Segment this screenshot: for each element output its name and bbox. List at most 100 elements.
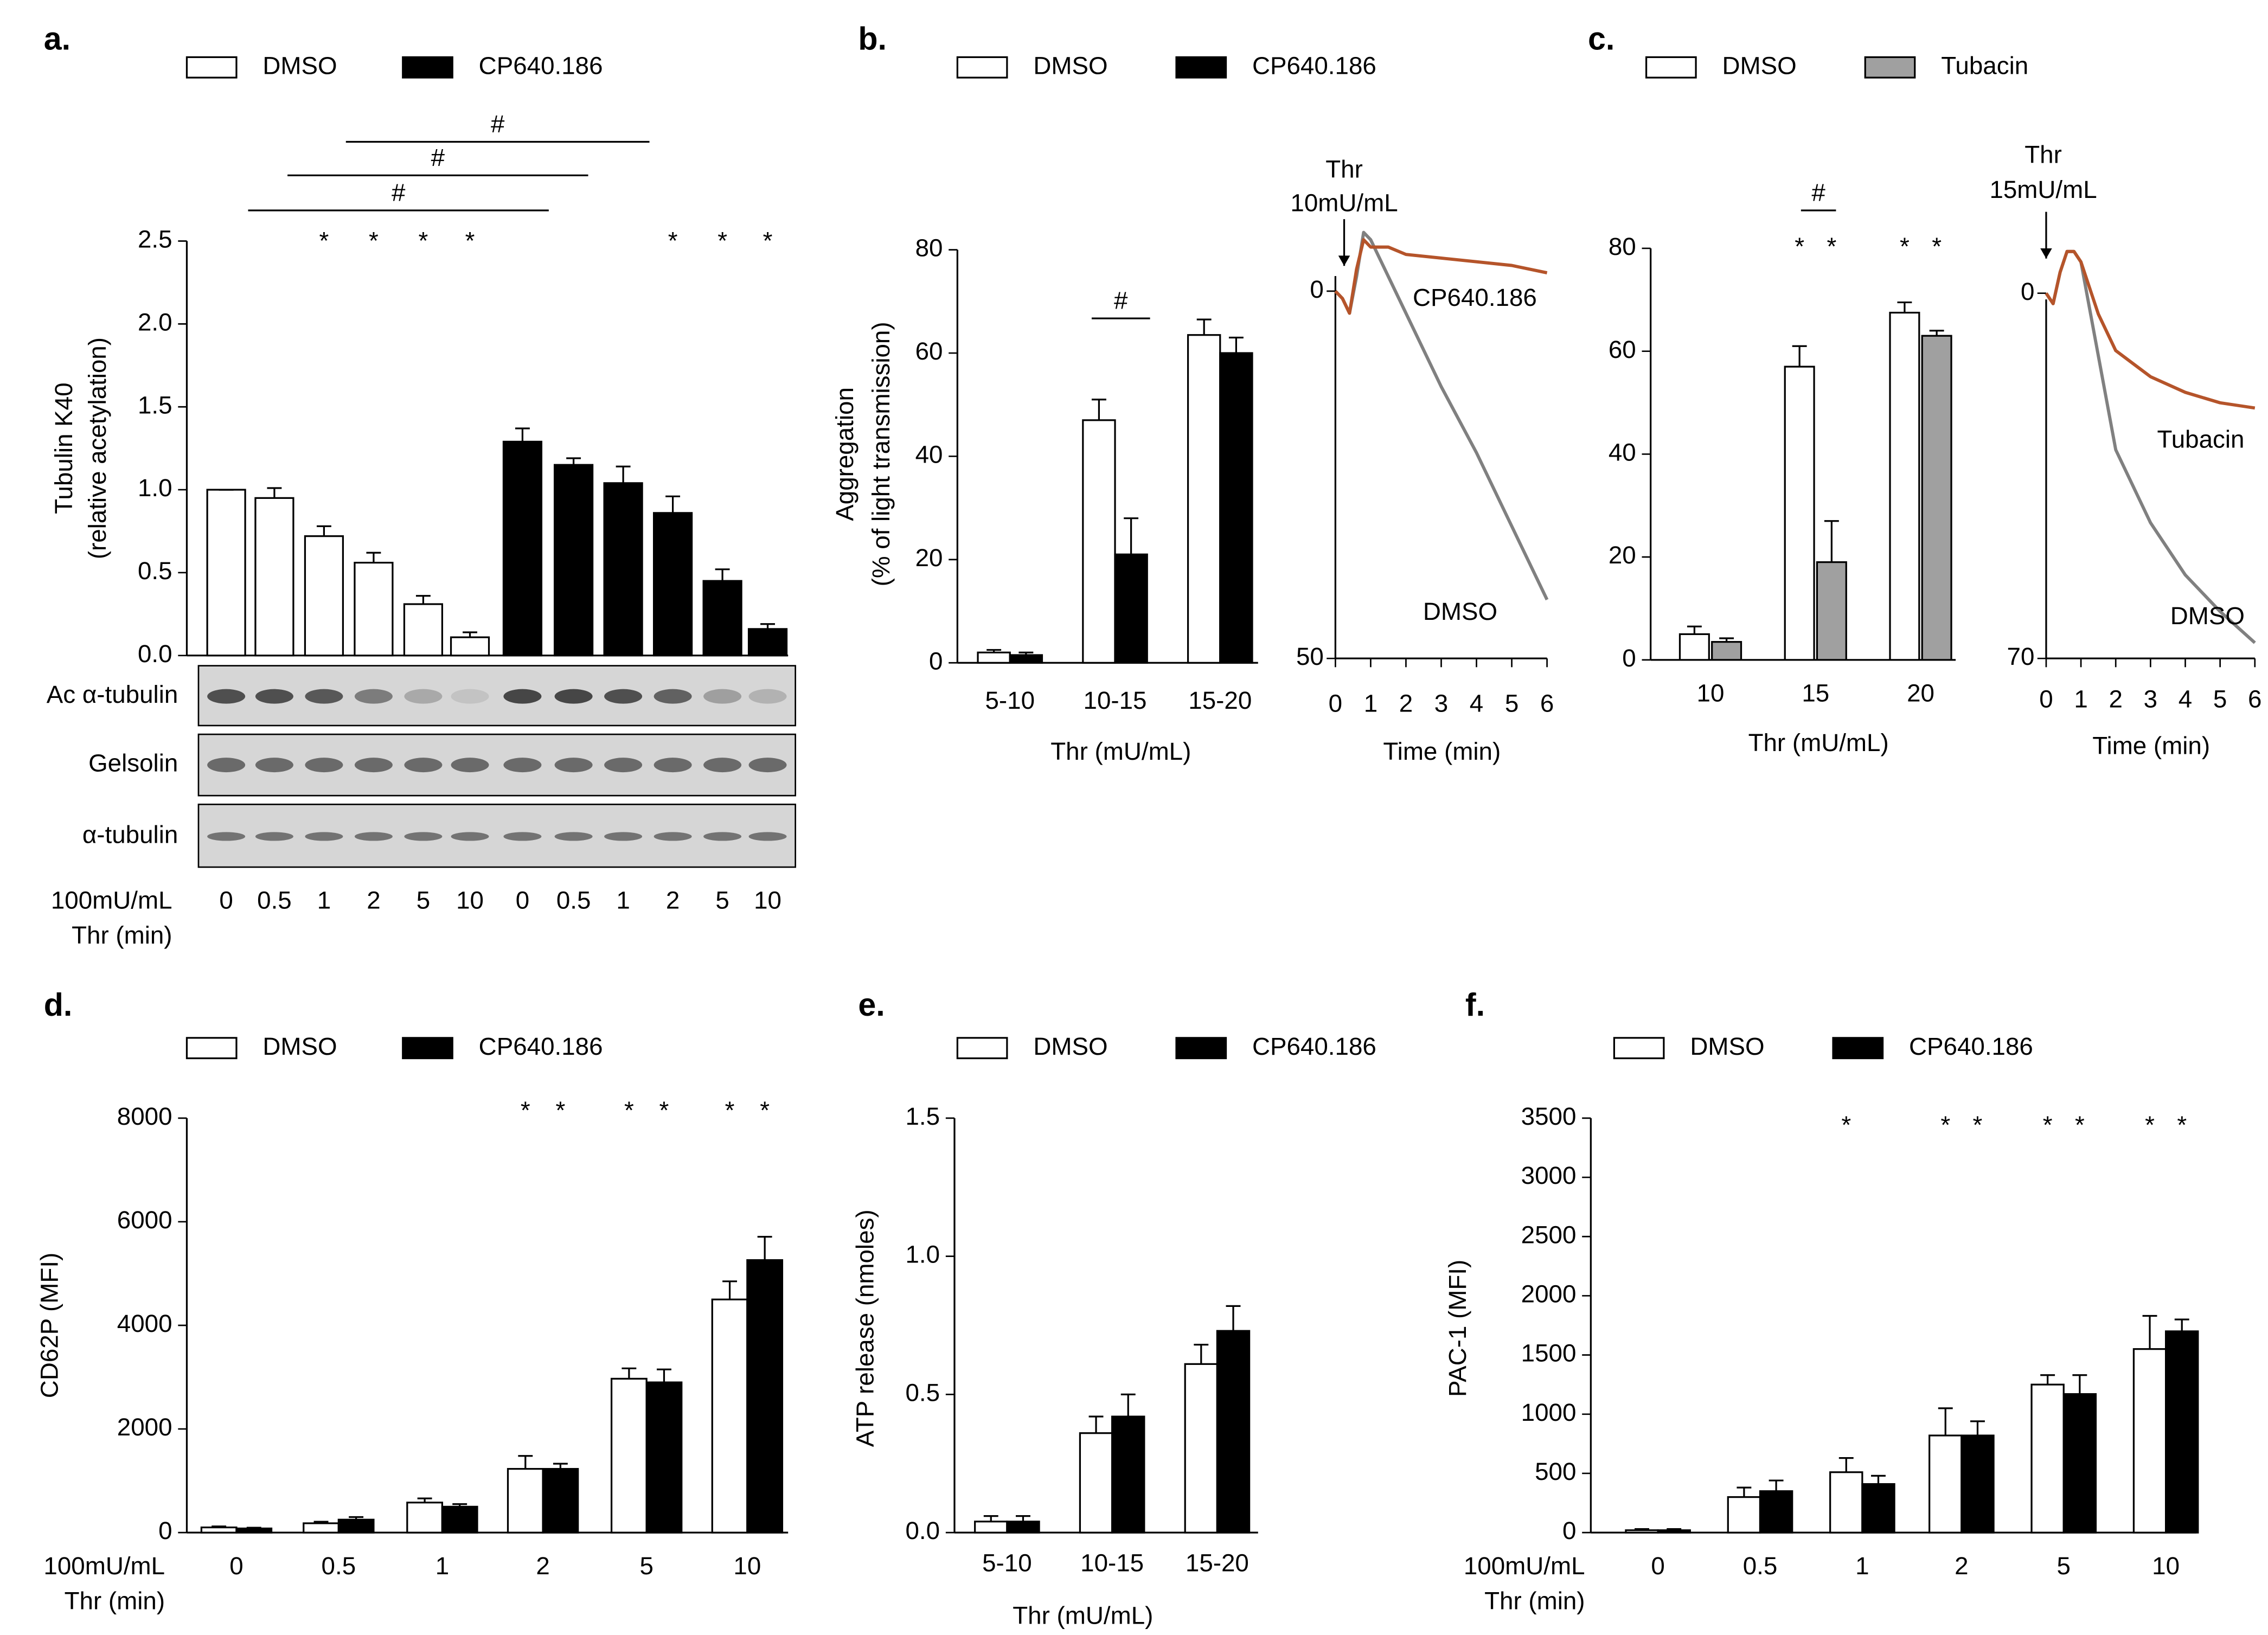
bar: [1082, 419, 1116, 664]
x-tick-label: 15-20: [1186, 1549, 1249, 1576]
x-tick-label: 0.5: [1743, 1552, 1778, 1580]
x-axis-label: Thr (mU/mL): [1748, 729, 1889, 756]
panel-label: e.: [858, 986, 885, 1023]
comparison-label: #: [491, 110, 505, 138]
y-axis-label: (relative acetylation): [84, 337, 111, 559]
blot-band: [703, 758, 742, 773]
bar: [702, 580, 742, 657]
bar: [1784, 366, 1815, 661]
blot-band: [503, 689, 542, 704]
blot-band: [748, 758, 787, 773]
bar: [603, 482, 643, 657]
bar: [554, 464, 594, 657]
x-tick-label: 10-15: [1080, 1549, 1144, 1576]
significance-mark: *: [1900, 233, 1910, 260]
legend-swatch: [1832, 1037, 1884, 1060]
y-tick-label: 0.0: [906, 1517, 940, 1544]
blot-band: [207, 832, 246, 841]
bar: [1829, 1471, 1863, 1534]
comparison-label: #: [392, 178, 406, 206]
bar: [254, 497, 294, 657]
x-tick-label: 1: [2074, 685, 2087, 713]
legend-label: Tubacin: [1941, 52, 2028, 79]
y-tick-label: 2.5: [138, 226, 172, 253]
trace-line: [2045, 249, 2256, 410]
x-tick-label: 2: [666, 887, 680, 914]
bar: [542, 1468, 579, 1534]
blot-band: [451, 758, 489, 773]
panel-label: f.: [1465, 986, 1485, 1023]
bar: [1657, 1529, 1691, 1534]
significance-mark: *: [1841, 1111, 1851, 1139]
blot-panel: [197, 733, 797, 797]
blot-band: [748, 832, 787, 841]
x-tick-label: 6: [1540, 689, 1554, 717]
blot-band: [604, 758, 643, 773]
legend-label: DMSO: [262, 1033, 337, 1060]
bar: [2062, 1393, 2097, 1534]
panel-label: c.: [1588, 20, 1614, 56]
x-tick-label: 3: [1434, 689, 1448, 717]
legend-label: CP640.186: [1909, 1033, 2033, 1060]
y-tick-label: 40: [1609, 438, 1636, 466]
bar: [354, 561, 394, 657]
legend-label: DMSO: [1722, 52, 1797, 79]
bar: [746, 1259, 784, 1534]
blot-band: [404, 832, 443, 841]
blot-band: [305, 832, 343, 841]
x-tick-label: 10: [456, 887, 484, 914]
legend-swatch: [1645, 56, 1697, 79]
bar: [507, 1468, 544, 1534]
y-tick-label: 60: [1609, 336, 1636, 363]
x-tick-label: 5: [417, 887, 430, 914]
bar: [2165, 1330, 2199, 1534]
x-axis-label: Time (min): [2092, 732, 2210, 759]
blot-band: [654, 758, 692, 773]
x-tick-label: 1: [616, 887, 630, 914]
bar: [610, 1377, 648, 1534]
y-axis-label: Tubulin K40: [50, 382, 78, 514]
x-tick-label: 4: [2179, 685, 2192, 713]
y-tick-label: 20: [1609, 541, 1636, 569]
blot-band: [703, 832, 742, 841]
significance-mark: *: [717, 227, 727, 254]
legend-label: DMSO: [1033, 1033, 1107, 1060]
x-tick-label: 2: [1955, 1552, 1968, 1580]
y-tick-label: 3500: [1521, 1102, 1577, 1130]
annotation: Thr: [1325, 155, 1363, 183]
significance-mark: *: [419, 227, 428, 254]
bar: [200, 1526, 238, 1534]
significance-mark: *: [465, 227, 475, 254]
blot-band: [207, 689, 246, 704]
y-tick-label: 0: [1310, 275, 1323, 303]
trace-label: Tubacin: [2157, 425, 2244, 453]
y-axis-label: (% of light transmission): [867, 322, 895, 586]
panel-label: a.: [44, 20, 71, 56]
blot-band: [354, 689, 393, 704]
bar: [1759, 1490, 1793, 1534]
significance-mark: *: [1932, 233, 1942, 260]
x-axis-label: Thr (min): [72, 921, 172, 949]
blot-band: [554, 832, 593, 841]
y-tick-label: 2000: [117, 1413, 172, 1441]
significance-mark: *: [624, 1097, 634, 1124]
trace-label: DMSO: [1423, 598, 1497, 625]
bar: [1114, 553, 1148, 664]
y-tick-label: 2.0: [138, 308, 172, 336]
y-tick-label: 60: [915, 337, 943, 365]
bar: [974, 1521, 1008, 1534]
bar: [235, 1527, 273, 1534]
legend-swatch: [1175, 1037, 1227, 1060]
bar: [1889, 311, 1920, 661]
bar: [1216, 1330, 1251, 1534]
x-tick-label: 10: [754, 887, 781, 914]
x-tick-label: 6: [2248, 685, 2261, 713]
x-tick-label: 0.5: [257, 887, 292, 914]
bar: [2132, 1348, 2167, 1534]
trace-line: [1334, 238, 1548, 315]
bar: [977, 651, 1011, 664]
x-axis-label: 100mU/mL: [1464, 1552, 1585, 1580]
legend-label: CP640.186: [1252, 1033, 1376, 1060]
blot-label: α-tubulin: [82, 821, 178, 849]
